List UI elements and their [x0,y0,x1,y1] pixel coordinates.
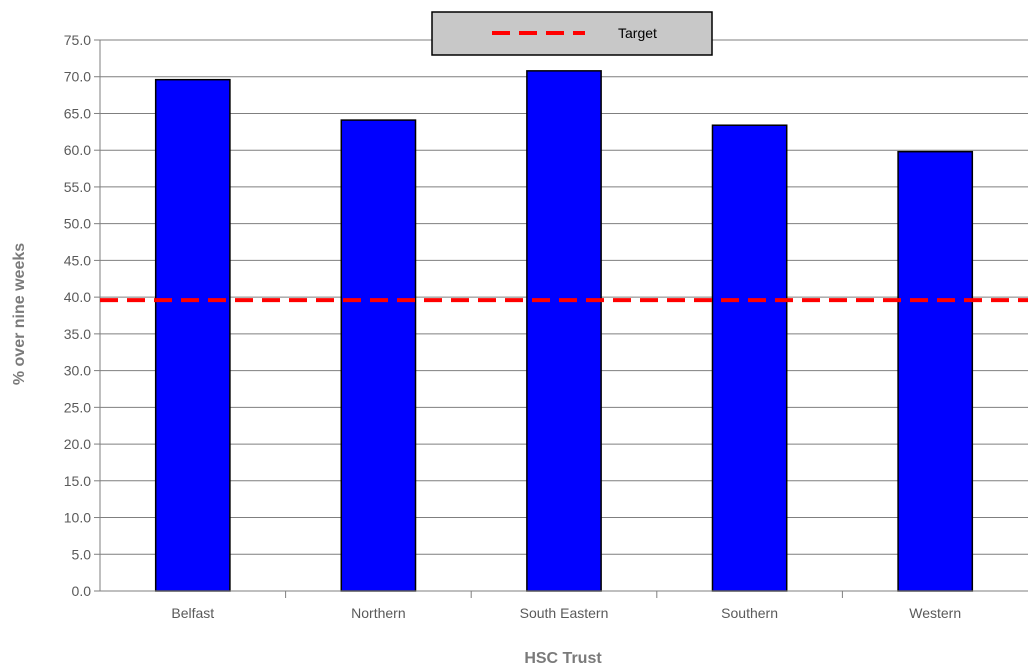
bar [154,78,231,592]
x-tick-label: South Eastern [520,605,609,621]
y-tick-label: 15.0 [64,473,91,489]
y-tick-label: 50.0 [64,216,91,232]
legend: Target [431,11,713,56]
y-tick-label: 0.0 [72,583,92,599]
y-tick-label: 25.0 [64,399,91,415]
x-tick-label: Belfast [171,605,214,621]
bar [340,119,417,592]
x-tick-label: Northern [351,605,405,621]
y-tick-label: 55.0 [64,179,91,195]
y-tick-label: 30.0 [64,363,91,379]
y-tick-label: 65.0 [64,105,91,121]
x-tick-label: Western [909,605,961,621]
y-axis-title: % over nine weeks [11,243,28,385]
y-tick-label: 75.0 [64,32,91,48]
y-tick-label: 10.0 [64,510,91,526]
bar [526,70,602,592]
y-tick-label: 60.0 [64,142,91,158]
bar [711,124,788,592]
x-axis-title: HSC Trust [524,650,602,666]
y-tick-label: 40.0 [64,289,91,305]
y-tick-label: 45.0 [64,252,91,268]
y-tick-label: 20.0 [64,436,91,452]
y-tick-label: 70.0 [64,69,91,85]
bar [897,150,974,592]
x-tick-label: Southern [721,605,778,621]
y-tick-label: 5.0 [72,546,92,562]
y-tick-label: 35.0 [64,326,91,342]
legend-target-label: Target [618,25,657,41]
bars [154,70,974,592]
axes: 0.0 5.0 10.0 15.0 20.0 25.0 30.0 35.0 40.0 45.0 50… [64,32,1028,621]
legend-box [431,11,713,56]
